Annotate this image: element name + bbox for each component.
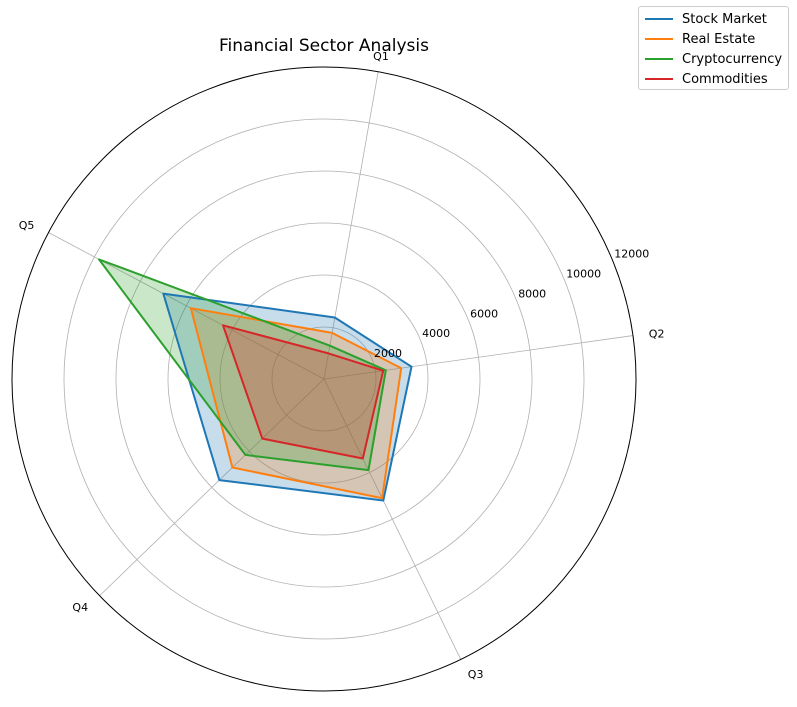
legend: Stock Market Real Estate Cryptocurrency … [638, 6, 789, 90]
grid-circle [115, 170, 533, 588]
legend-item: Commodities [645, 69, 788, 89]
radar-series [98, 258, 413, 502]
grid-circle [167, 222, 481, 536]
category-label: Q2 [649, 327, 665, 340]
grid-circle [219, 274, 429, 484]
radial-tick-label: 10000 [566, 268, 601, 281]
series-fill [99, 259, 386, 471]
legend-label: Stock Market [682, 11, 767, 27]
legend-label: Cryptocurrency [682, 51, 783, 67]
legend-item: Cryptocurrency [645, 49, 788, 69]
grid-circle [63, 118, 585, 640]
series-line [189, 307, 403, 500]
outer-frame [11, 66, 637, 692]
category-label: Q5 [19, 219, 35, 232]
series-line [162, 292, 413, 502]
chart-title: Financial Sector Analysis [219, 36, 429, 56]
grid-circle [271, 326, 377, 432]
legend-line-icon [645, 18, 673, 20]
series-line [98, 258, 387, 472]
category-label: Q1 [373, 50, 389, 63]
legend-line-icon [645, 58, 673, 60]
legend-line-icon [645, 38, 673, 40]
radar-grid [11, 66, 637, 692]
radial-tick-label: 2000 [374, 347, 402, 360]
category-label: Q3 [468, 668, 484, 681]
radial-tick-label: 4000 [422, 327, 450, 340]
category-label: Q4 [72, 601, 88, 614]
radial-tick-label: 12000 [614, 248, 649, 261]
series-line [222, 324, 385, 460]
legend-label: Commodities [682, 71, 768, 87]
legend-line-icon [645, 78, 673, 80]
radial-tick-label: 6000 [470, 307, 498, 320]
legend-item: Real Estate [645, 29, 788, 49]
radar-labels: Q1 Q2 Q3 Q4 Q5 2000 4000 6000 8000 10000 12000 [19, 50, 665, 681]
legend-label: Real Estate [682, 31, 756, 47]
legend-item: Stock Market [645, 9, 788, 29]
series-fill [163, 293, 412, 501]
radial-tick-label: 8000 [518, 287, 546, 300]
